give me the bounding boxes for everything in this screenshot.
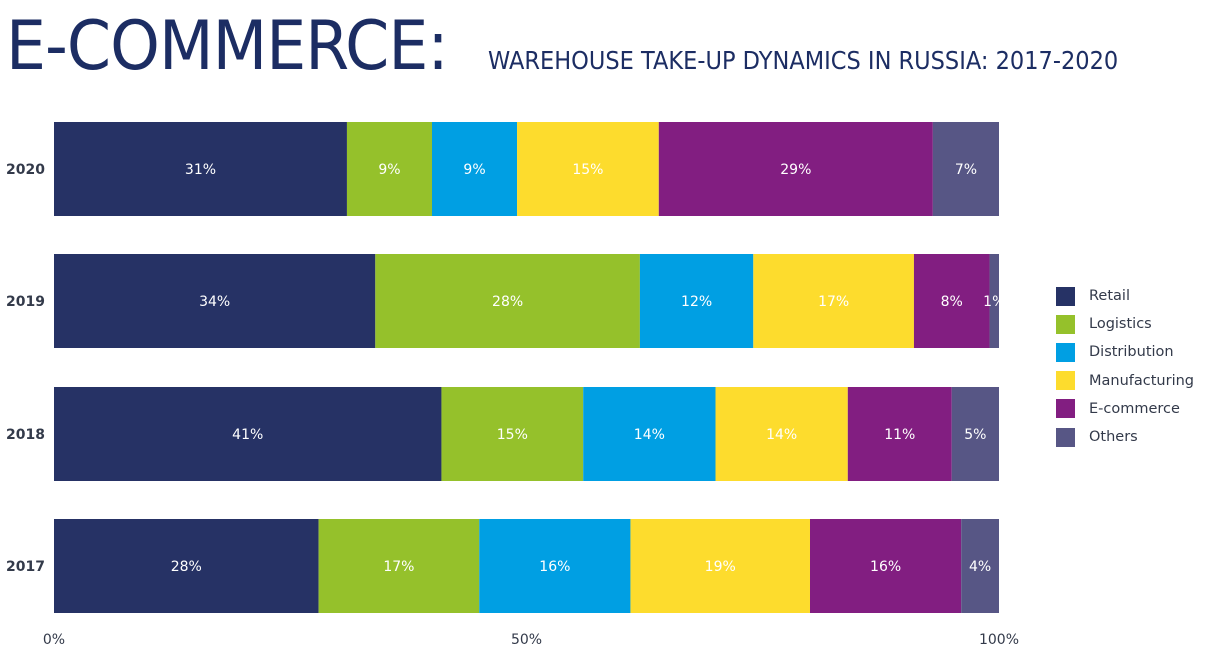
data-label: 7% [955, 162, 977, 178]
data-label: 34% [199, 294, 230, 310]
legend-swatch [1056, 371, 1075, 391]
bar-segment-logistics [346, 122, 432, 216]
category-label: 2017 [6, 559, 45, 575]
legend-swatch [1056, 399, 1075, 419]
bar-segment-retail [54, 519, 319, 613]
bar-segment-logistics [375, 254, 640, 348]
bar-segment-e-commerce [810, 519, 962, 613]
bar-segment-retail [54, 387, 442, 481]
data-label: 17% [818, 294, 849, 310]
data-label: 28% [171, 559, 202, 575]
bar-segment-distribution [583, 387, 716, 481]
data-label: 8% [941, 294, 963, 310]
data-label: 28% [492, 294, 523, 310]
data-label: 9% [378, 162, 400, 178]
data-label: 16% [870, 559, 901, 575]
legend-item: Logistics [1056, 310, 1194, 338]
data-label: 31% [185, 162, 216, 178]
legend-swatch [1056, 286, 1075, 306]
bar-segment-distribution [479, 519, 631, 613]
data-label: 15% [497, 427, 528, 443]
bar-segment-distribution [432, 122, 518, 216]
bar-segment-e-commerce [913, 254, 990, 348]
legend-label: Retail [1089, 288, 1130, 305]
x-tick-label: 50% [511, 632, 542, 648]
bar-segment-others [961, 519, 999, 613]
data-label: 29% [780, 162, 811, 178]
data-label: 5% [964, 427, 986, 443]
legend-swatch [1056, 314, 1075, 334]
bar-segment-e-commerce [658, 122, 933, 216]
x-tick-label: 0% [43, 632, 65, 648]
legend-swatch [1056, 342, 1075, 362]
data-label: 14% [634, 427, 665, 443]
data-label: 41% [232, 427, 263, 443]
legend-label: Manufacturing [1089, 372, 1194, 389]
bar-segment-others [951, 387, 999, 481]
bar-segment-retail [54, 254, 376, 348]
bar-segment-manufacturing [753, 254, 914, 348]
data-label: 12% [681, 294, 712, 310]
bar-segment-retail [54, 122, 347, 216]
bar-segment-manufacturing [517, 122, 659, 216]
bar-segment-manufacturing [715, 387, 848, 481]
bar-segment-e-commerce [847, 387, 952, 481]
legend-item: Distribution [1056, 338, 1194, 366]
legend-item: Others [1056, 423, 1194, 451]
data-label: 1% [983, 294, 1005, 310]
category-label: 2020 [6, 162, 45, 178]
data-label: 9% [463, 162, 485, 178]
bar-segment-others [989, 254, 999, 348]
data-label: 14% [766, 427, 797, 443]
bar-segment-others [932, 122, 999, 216]
data-label: 17% [383, 559, 414, 575]
chart-subtitle: WAREHOUSE TAKE-UP DYNAMICS IN RUSSIA: 20… [488, 46, 1119, 75]
category-label: 2019 [6, 294, 45, 310]
data-label: 19% [705, 559, 736, 575]
data-label: 4% [969, 559, 991, 575]
chart-title: E-COMMERCE: [6, 4, 481, 90]
legend-label: Logistics [1089, 316, 1152, 333]
legend-swatch [1056, 427, 1075, 447]
x-tick-label: 100% [979, 632, 1019, 648]
legend-label: Others [1089, 429, 1138, 446]
title-main: E-COMMERCE: [6, 7, 449, 86]
bar-segment-distribution [639, 254, 754, 348]
bar-segment-manufacturing [630, 519, 810, 613]
legend-item: Retail [1056, 282, 1194, 310]
data-label: 15% [572, 162, 603, 178]
bar-segment-logistics [441, 387, 584, 481]
chart-legend: Retail Logistics Distribution Manufacturing… [1056, 282, 1194, 451]
legend-label: Distribution [1089, 344, 1174, 361]
legend-item: Manufacturing [1056, 367, 1194, 395]
legend-item: E-commerce [1056, 395, 1194, 423]
legend-label: E-commerce [1089, 400, 1180, 417]
data-label: 16% [539, 559, 570, 575]
category-label: 2018 [6, 427, 45, 443]
bar-segment-logistics [318, 519, 480, 613]
data-label: 11% [884, 427, 915, 443]
